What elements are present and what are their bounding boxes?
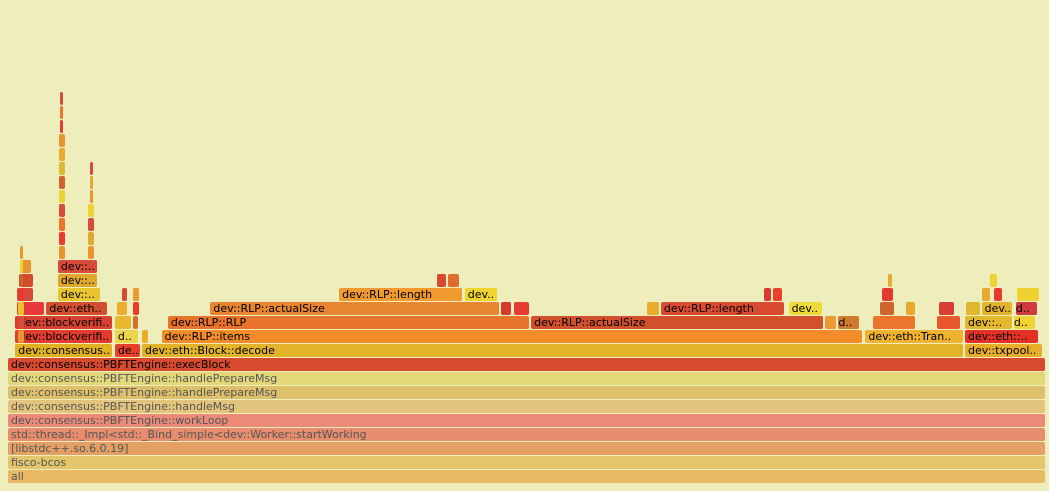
flame-frame-small[interactable] [58,134,65,147]
flame-frame[interactable] [937,316,960,329]
flame-frame-small[interactable] [18,316,25,329]
flame-frame[interactable]: dev::RLP::actualSize [531,316,823,329]
flame-frame-small[interactable] [58,218,65,231]
flame-frame[interactable]: fisco-bcos [8,456,1045,469]
flame-frame[interactable] [981,288,990,301]
flame-frame[interactable] [114,316,131,329]
flame-frame[interactable]: [libstdc++.so.6.0.19] [8,442,1045,455]
flame-frame-small[interactable] [58,176,65,189]
flame-frame[interactable] [905,302,916,315]
flame-frame[interactable]: dev::.. [57,260,98,273]
flame-frame-small[interactable] [58,190,65,203]
flame-frame[interactable]: d.. [1015,302,1037,315]
flame-frame[interactable]: dev::RLP::items [161,330,863,343]
flame-frame[interactable] [20,260,31,273]
flame-frame[interactable] [141,330,149,343]
flame-frame[interactable]: dev::RLP::length [660,302,785,315]
flame-frame[interactable]: dev::eth.. [46,302,107,315]
flame-frame[interactable]: d.. [838,316,860,329]
flame-frame[interactable]: dev::consensus.. [15,344,112,357]
flame-frame[interactable]: dev::consensus::PBFTEngine::execBlock [8,358,1045,371]
flame-frame[interactable] [879,302,895,315]
flame-frame[interactable]: dev::.. [57,274,98,287]
flame-frame-small[interactable] [58,204,65,217]
flame-frame[interactable] [122,288,128,301]
flame-frame[interactable] [132,316,138,329]
flame-frame-small[interactable] [19,274,23,287]
flame-frame[interactable]: d.. [114,330,138,343]
flame-frame[interactable]: dev.. [788,302,822,315]
flame-frame[interactable]: dev.. [981,302,1012,315]
flame-frame[interactable]: dev::eth::.. [965,330,1038,343]
flame-frame[interactable]: dev.. [464,288,497,301]
flame-frame[interactable] [132,288,139,301]
flame-frame[interactable]: dev::blockverifi.. [15,316,112,329]
flame-frame-small[interactable] [60,106,64,119]
flame-frame-small[interactable] [89,162,93,175]
flame-frame-small[interactable] [89,190,93,203]
flame-frame[interactable]: dev::consensus::PBFTEngine::handleMsg [8,400,1045,413]
flame-frame[interactable]: dev::RLP::RLP [167,316,530,329]
flame-frame-small[interactable] [18,288,25,301]
flame-frame[interactable]: dev::blockverifi.. [15,330,112,343]
flame-frame[interactable]: dev::.. [57,288,101,301]
flame-frame-small[interactable] [58,246,65,259]
flame-frame-small[interactable] [58,148,65,161]
flame-frame[interactable] [989,274,998,287]
flame-frame[interactable] [824,316,837,329]
flame-frame[interactable] [448,274,459,287]
flame-frame[interactable] [939,302,954,315]
flame-frame-small[interactable] [89,176,93,189]
flame-frame-small[interactable] [60,92,64,105]
flame-frame[interactable]: dev::consensus::PBFTEngine::handlePrepar… [8,372,1045,385]
flame-frame[interactable] [966,302,980,315]
flame-frame[interactable] [872,316,916,329]
flame-frame[interactable] [501,302,512,315]
flame-frame-small[interactable] [88,232,95,245]
flame-frame[interactable] [513,302,530,315]
flame-frame[interactable] [116,302,128,315]
flame-frame[interactable] [994,288,1003,301]
flame-frame-small[interactable] [88,204,95,217]
flame-frame[interactable]: dev::consensus::PBFTEngine::workLoop [8,414,1045,427]
flame-frame[interactable]: std::thread::_Impl<std::_Bind_simple<dev… [8,428,1045,441]
flame-frame[interactable]: dev::eth::Block::decode [141,344,963,357]
flame-frame-small[interactable] [60,120,64,133]
flame-frame[interactable] [436,274,447,287]
flame-frame[interactable]: dev::consensus::PBFTEngine::handlePrepar… [8,386,1045,399]
flame-frame[interactable]: d.. [1013,316,1035,329]
flame-frame[interactable] [763,288,771,301]
flame-frame-small[interactable] [18,330,25,343]
flame-frame[interactable] [888,274,893,287]
flame-frame[interactable] [773,288,783,301]
flame-frame[interactable]: dev::RLP::actualSize [210,302,499,315]
flame-frame-small[interactable] [19,260,23,273]
flame-frame[interactable] [132,302,139,315]
flame-frame-small[interactable] [18,302,25,315]
flame-frame[interactable] [881,288,894,301]
flame-frame[interactable]: all [8,470,1045,483]
flame-frame[interactable]: dev::txpool.. [965,344,1042,357]
flame-frame[interactable]: dev::.. [965,316,1012,329]
flame-frame-small[interactable] [19,246,23,259]
flame-frame[interactable]: de.. [114,344,140,357]
flame-frame[interactable]: dev::RLP::length [339,288,462,301]
flame-frame-small[interactable] [88,218,95,231]
flame-frame[interactable]: dev::eth::Tran.. [865,330,963,343]
flame-frame[interactable] [1016,288,1039,301]
flame-frame-small[interactable] [58,162,65,175]
flame-frame-small[interactable] [88,246,95,259]
flame-frame[interactable] [17,302,45,315]
flame-frame-small[interactable] [58,232,65,245]
flame-frame[interactable] [647,302,659,315]
